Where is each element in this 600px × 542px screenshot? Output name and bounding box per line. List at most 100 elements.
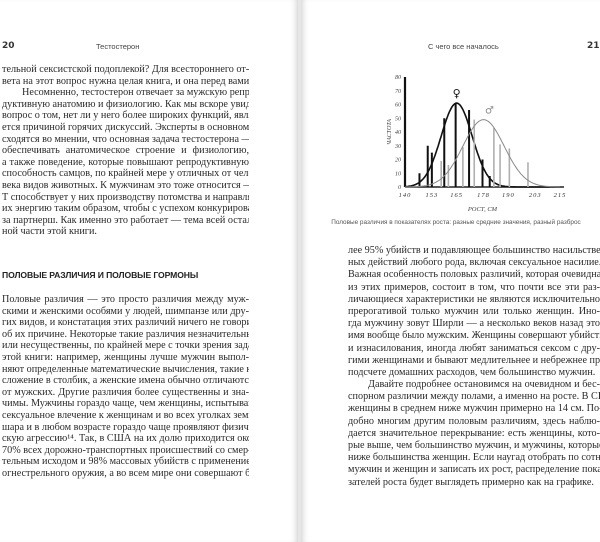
female-curve — [404, 102, 560, 188]
y-tick-label: 80 — [395, 75, 401, 81]
text-line: способность самцов, по крайней мере у от… — [2, 168, 249, 180]
text-line: шара и в любом возрасте гораздо чаще про… — [2, 421, 249, 433]
text-line: ных действий любого рода, включая сексуа… — [348, 257, 600, 269]
text-line: гда мужчину зовут Ширли — а несколько ве… — [348, 318, 600, 330]
text-line: гими женщинами и бывают медлительнее и н… — [348, 354, 600, 366]
page-number: 21 — [587, 41, 600, 51]
x-tick-label: 203 — [529, 192, 542, 199]
y-tick-label: 20 — [395, 158, 401, 164]
right-page: С чего все началось 21 0 10 20 30 40 50 60 70 80… — [301, 0, 600, 542]
text-line: сходятся во мнении, что основная задача … — [2, 133, 249, 145]
male-curve — [404, 119, 560, 188]
y-tick-label: 40 — [395, 129, 401, 136]
text-line: вета на этот вопрос нужна целая книга, и… — [2, 75, 249, 87]
running-head: Тестостерон — [96, 42, 140, 51]
male-bar — [473, 119, 476, 187]
text-line: личающиеся характеристики не являются ис… — [348, 293, 600, 305]
height-distribution-chart: 0 10 20 30 40 50 60 70 80 140 153 165 178 190 203 215 ЧА… — [387, 75, 567, 213]
section-heading: ПОЛОВЫЕ РАЗЛИЧИЯ И ПОЛОВЫЕ ГОРМОНЫ — [2, 270, 199, 280]
x-tick-label: 215 — [554, 192, 567, 199]
text-line: подсчете домашних расходов, чем большинс… — [348, 366, 596, 378]
text-line: Несомненно, тестостерон отвечает за мужс… — [22, 87, 249, 99]
y-tick-label: 30 — [394, 144, 401, 150]
text-line: 70% всех дорожно-транспортных происшеств… — [2, 444, 249, 456]
text-line: обеспечивать анатомическое строение и фи… — [2, 145, 249, 157]
male-bar — [440, 160, 442, 187]
female-bar — [481, 159, 484, 187]
text-line: века видов животных. К мужчинам это тоже… — [2, 179, 249, 191]
text-line: добно многим другим половым различиям, з… — [348, 415, 600, 427]
text-line: тельным исходом и 98% массовых убийств с… — [2, 456, 249, 468]
text-line: скую агрессию¹⁴. Так, в США на их долю п… — [2, 433, 249, 445]
text-block: лее 95% убийств и подавляющее большинств… — [348, 245, 600, 489]
female-symbol-label: ♀ — [453, 87, 461, 100]
text-line: дается значительное перекрывание: есть ж… — [348, 427, 600, 439]
text-line: вопрос о том, нет ли у него более широки… — [2, 110, 249, 122]
x-tick-label: 190 — [502, 192, 515, 199]
female-bar — [418, 173, 421, 187]
text-line: Важная особенность половых различий, кот… — [348, 269, 600, 281]
text-line: скими и женскими особями у людей, шимпан… — [2, 305, 249, 317]
text-line: чимы. Мужчины гораздо чаще, чем женщины,… — [2, 398, 249, 410]
text-line: сложение в столбик, а женские имена обыч… — [2, 375, 249, 387]
text-line: дуктивную анатомию и физиологию. Как мы … — [2, 98, 249, 110]
female-bar — [454, 103, 457, 187]
text-line: Давайте подробнее остановимся на очевидн… — [368, 379, 600, 391]
female-bar — [430, 152, 433, 187]
text-line: а также поведение, которые повышают репр… — [2, 156, 249, 168]
text-line: за партнерш. Как именно это работает — т… — [2, 214, 249, 226]
y-tick-label: 0 — [398, 185, 401, 191]
text-line: огнестрельного оружия, а во всем мире он… — [2, 467, 249, 479]
text-line: и изнасилования, иногда любят заниматься… — [348, 342, 600, 354]
y-tick-label: 60 — [395, 103, 401, 109]
text-line: от мужских. Другие различия более сущест… — [2, 386, 249, 398]
x-axis-label: РОСТ, СМ — [467, 206, 498, 213]
text-line: сексуальное влечение к женщинам и во все… — [2, 409, 249, 421]
text-line: этой книги: например, женщины лучше мужч… — [2, 351, 249, 363]
x-tick-label: 140 — [399, 192, 412, 199]
text-line: женщины в среднем ниже мужчин примерно н… — [348, 403, 600, 415]
female-bar — [488, 176, 491, 187]
female-bar — [468, 110, 471, 187]
y-tick-label: 70 — [395, 89, 401, 95]
text-line: гих видов, и констатация этих различий н… — [2, 317, 249, 329]
text-line: ниже большинства женщин. Если наугад ото… — [348, 452, 600, 464]
y-tick-label: 10 — [395, 171, 401, 177]
text-line: ется причиной горячих дискуссий. Эксперт… — [2, 121, 249, 133]
male-bar — [499, 144, 501, 187]
text-line: рые выше, чем большинство мужчин, и мужч… — [348, 440, 600, 451]
text-line: ной части этой книги. — [2, 226, 97, 238]
male-bar — [462, 147, 464, 187]
text-line: мужчин и женщин и записать их рост, расп… — [348, 464, 600, 476]
text-line: или несущественны, по крайней мере с точ… — [2, 340, 249, 352]
y-tick-label: 50 — [395, 116, 401, 122]
text-block: тельной сексистской подоплекой? Для всес… — [2, 64, 249, 238]
text-line: Половые различия — это просто различия м… — [2, 294, 249, 305]
text-line: прерогативой только мужчин или только же… — [348, 305, 600, 317]
y-axis-label: ЧАСТОТА — [387, 119, 393, 145]
text-line: из этих примеров, состоит в том, что поч… — [348, 281, 600, 293]
x-tick-label: 153 — [425, 192, 438, 199]
text-line: няют определенные математические вычисле… — [2, 363, 249, 375]
male-bar — [527, 162, 529, 187]
male-bar — [508, 148, 511, 187]
text-line: тельной сексистской подоплекой? Для всес… — [2, 64, 249, 75]
text-line: об их причине. Некоторые такие различия … — [2, 328, 249, 340]
x-tick-label: 178 — [477, 192, 490, 199]
text-line: Т способствует у них производству потомс… — [2, 191, 249, 203]
female-bar — [443, 118, 446, 187]
male-bar — [447, 165, 450, 187]
text-line: зателей роста будет выглядеть примерно к… — [348, 476, 594, 488]
text-line: спорном различии между полами, а именно … — [348, 391, 600, 403]
text-line: их энергию таким образом, чтобы с успехо… — [2, 203, 249, 215]
male-symbol-label: ♂ — [485, 106, 494, 117]
text-line: имя вообще было мужским. Женщины соверша… — [348, 330, 600, 342]
x-tick-label: 165 — [450, 192, 463, 199]
text-line: лее 95% убийств и подавляющее большинств… — [348, 245, 600, 256]
text-block: Половые различия — это просто различия м… — [2, 294, 249, 480]
left-page: 20 Тестостерон тельной сексистской подоп… — [0, 0, 299, 542]
book-gutter — [298, 0, 301, 542]
running-head: С чего все началось — [428, 42, 499, 51]
figure-caption: Половые различия в показателях роста: ра… — [331, 219, 581, 226]
page-number: 20 — [2, 41, 15, 51]
